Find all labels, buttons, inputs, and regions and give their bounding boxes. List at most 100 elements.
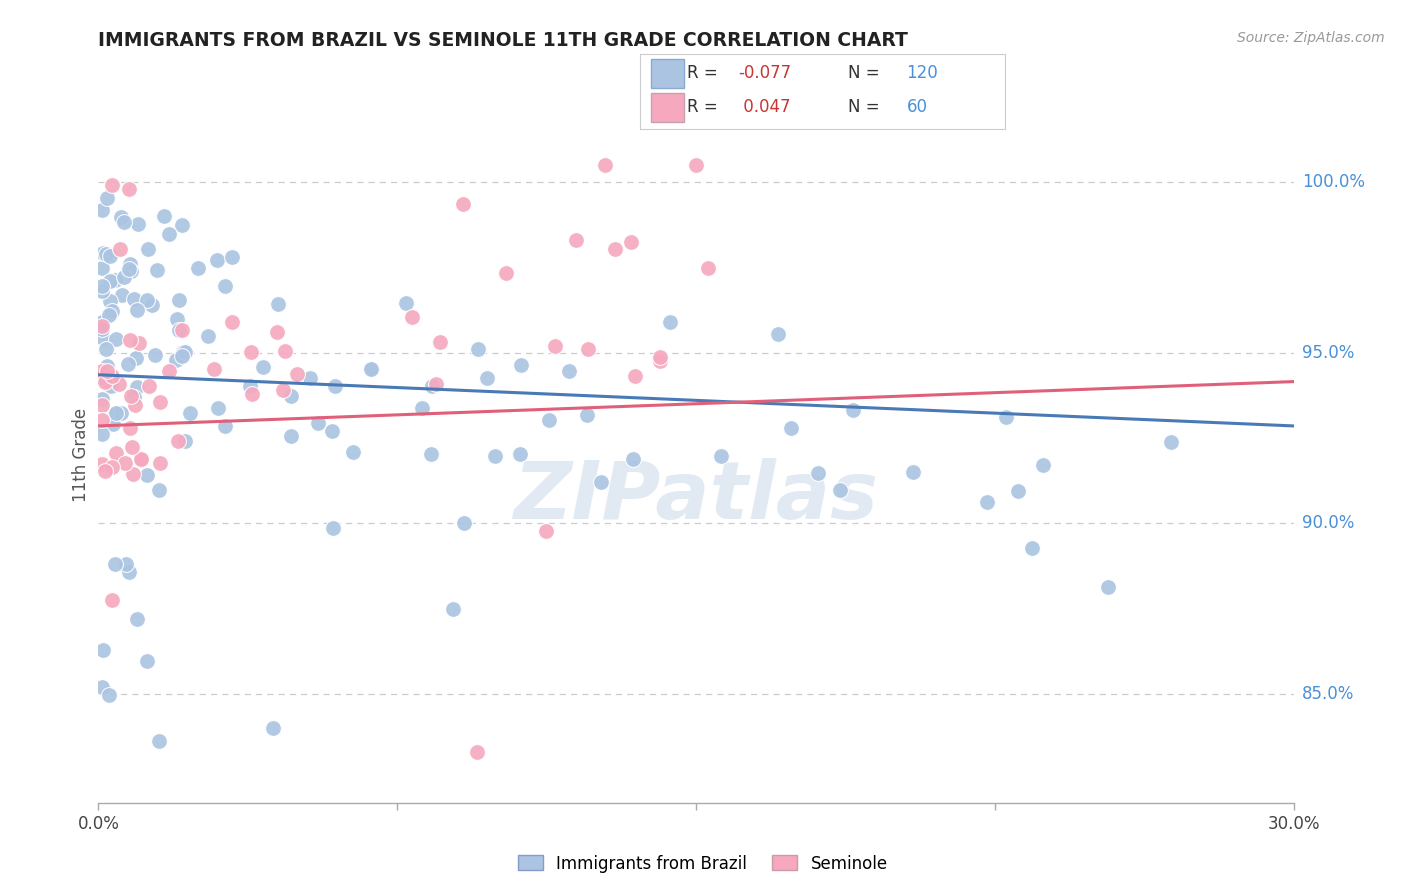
Point <box>91 319 114 334</box>
Point <box>603 243 626 257</box>
Point <box>842 402 865 417</box>
Text: R =: R = <box>688 64 718 82</box>
Point <box>91 315 114 329</box>
Point <box>170 219 193 233</box>
Point <box>266 325 288 339</box>
Point <box>96 191 118 205</box>
Point <box>136 242 159 256</box>
Text: IMMIGRANTS FROM BRAZIL VS SEMINOLE 11TH GRADE CORRELATION CHART: IMMIGRANTS FROM BRAZIL VS SEMINOLE 11TH … <box>98 31 908 50</box>
Point <box>467 342 489 356</box>
Point <box>122 292 145 306</box>
Point <box>903 465 925 479</box>
Point <box>100 378 122 392</box>
Point <box>120 264 142 278</box>
Point <box>118 333 141 347</box>
Point <box>91 426 114 441</box>
Text: 100.0%: 100.0% <box>1302 173 1365 191</box>
Point <box>91 260 114 275</box>
Point <box>94 464 117 478</box>
Point <box>148 733 170 747</box>
Point <box>98 294 121 309</box>
Point <box>136 293 159 307</box>
Point <box>107 377 129 392</box>
Point <box>534 524 557 538</box>
Point <box>153 209 176 223</box>
Point <box>127 217 149 231</box>
Point <box>143 348 166 362</box>
Point <box>360 361 382 376</box>
Point <box>429 334 451 349</box>
Point <box>1032 458 1054 472</box>
Text: -0.077: -0.077 <box>738 64 792 82</box>
Text: 0.047: 0.047 <box>738 98 792 116</box>
Point <box>273 343 295 358</box>
Point <box>129 452 152 467</box>
Point <box>96 359 118 374</box>
Point <box>105 445 128 459</box>
Point <box>1097 580 1119 594</box>
Point <box>321 424 343 438</box>
Point <box>91 681 114 695</box>
Point <box>166 312 188 326</box>
Point <box>420 447 443 461</box>
Point <box>148 483 170 497</box>
Point <box>122 390 145 404</box>
Bar <box>651 93 683 122</box>
Point <box>1007 483 1029 498</box>
Point <box>94 247 117 261</box>
Point <box>779 420 801 434</box>
Point <box>624 369 647 384</box>
Point <box>187 260 209 275</box>
Point <box>91 457 114 471</box>
Point <box>172 345 194 359</box>
Point <box>576 342 599 356</box>
Point <box>141 298 163 312</box>
Point <box>179 406 201 420</box>
Text: N =: N = <box>848 98 880 116</box>
Point <box>167 434 190 448</box>
Point <box>118 566 141 580</box>
Text: ZIPatlas: ZIPatlas <box>513 458 879 536</box>
Text: R =: R = <box>688 98 718 116</box>
Text: 90.0%: 90.0% <box>1302 514 1354 533</box>
Point <box>252 359 274 374</box>
Point <box>495 266 517 280</box>
Point <box>138 378 160 392</box>
Point <box>120 257 142 271</box>
Point <box>280 389 302 403</box>
Point <box>101 368 124 383</box>
Point <box>170 322 193 336</box>
Point <box>120 421 142 435</box>
Text: N =: N = <box>848 64 880 82</box>
Point <box>121 467 143 481</box>
Point <box>169 293 191 307</box>
Point <box>117 182 139 196</box>
Point <box>125 351 148 365</box>
Point <box>91 642 114 657</box>
Point <box>271 383 294 397</box>
Point <box>121 440 143 454</box>
Point <box>91 369 114 384</box>
Point <box>173 434 195 449</box>
Point <box>420 379 443 393</box>
Point <box>104 406 127 420</box>
Point <box>197 329 219 343</box>
Point <box>710 449 733 463</box>
Point <box>91 364 114 378</box>
Y-axis label: 11th Grade: 11th Grade <box>72 408 90 502</box>
Point <box>129 452 152 467</box>
Point <box>425 377 447 392</box>
Point <box>830 483 852 497</box>
Point <box>91 322 114 336</box>
Point <box>91 392 114 406</box>
Point <box>96 373 118 387</box>
Point <box>110 210 132 224</box>
Point <box>342 444 364 458</box>
Point <box>100 592 122 607</box>
Point <box>441 602 464 616</box>
Point <box>100 273 122 287</box>
Point <box>537 413 560 427</box>
Point <box>114 457 136 471</box>
Text: 120: 120 <box>907 64 938 82</box>
Point <box>112 215 135 229</box>
